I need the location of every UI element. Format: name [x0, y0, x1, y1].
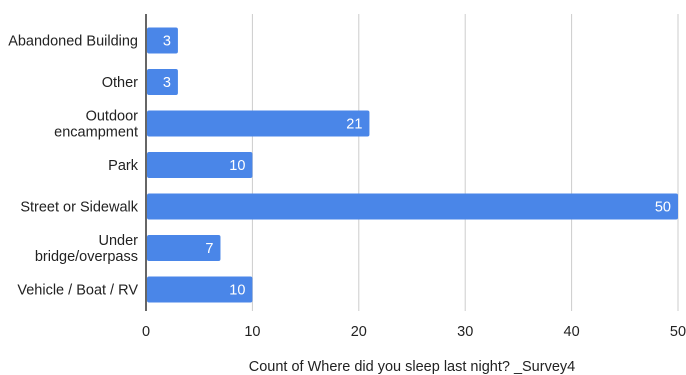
bar-1 [147, 69, 178, 95]
x-tick-label-40: 40 [564, 324, 580, 340]
x-tick-label-30: 30 [457, 324, 473, 340]
bar-3 [147, 152, 253, 178]
category-label-0: Abandoned Building [8, 34, 138, 50]
bar-value-label-3: 10 [229, 158, 245, 174]
bar-value-label-5: 7 [205, 241, 213, 257]
category-labels: Abandoned Building Other Outdoor encampment… [8, 34, 139, 299]
category-label-3: Park [108, 158, 139, 174]
bar-0 [147, 27, 178, 54]
bar-value-label-6: 10 [229, 283, 245, 299]
bar-5 [147, 235, 221, 261]
x-tick-label-50: 50 [670, 324, 686, 340]
x-axis-title: Count of Where did you sleep last night?… [249, 359, 575, 375]
x-tick-label-10: 10 [244, 324, 260, 340]
category-label-4: Street or Sidewalk [20, 200, 138, 216]
x-tick-label-20: 20 [351, 324, 367, 340]
bar-value-label-4: 50 [655, 200, 671, 216]
category-label-2: Outdoor encampment [54, 109, 138, 141]
x-tick-label-0: 0 [142, 324, 150, 340]
category-label-6: Vehicle / Boat / RV [17, 283, 138, 299]
bar-value-label-1: 3 [163, 75, 171, 91]
gridlines [251, 14, 679, 311]
bar-4 [147, 193, 678, 220]
category-label-1: Other [102, 75, 138, 91]
category-label-5: Under bridge/overpass [35, 233, 138, 265]
bar-2 [147, 110, 370, 137]
bar-value-label-2: 21 [346, 117, 362, 133]
bar-value-label-0: 3 [163, 34, 171, 50]
x-tick-labels: 0 10 20 30 40 50 [142, 324, 686, 340]
bar-6 [147, 276, 253, 303]
bars: 3 3 21 10 50 7 10 [147, 27, 678, 303]
